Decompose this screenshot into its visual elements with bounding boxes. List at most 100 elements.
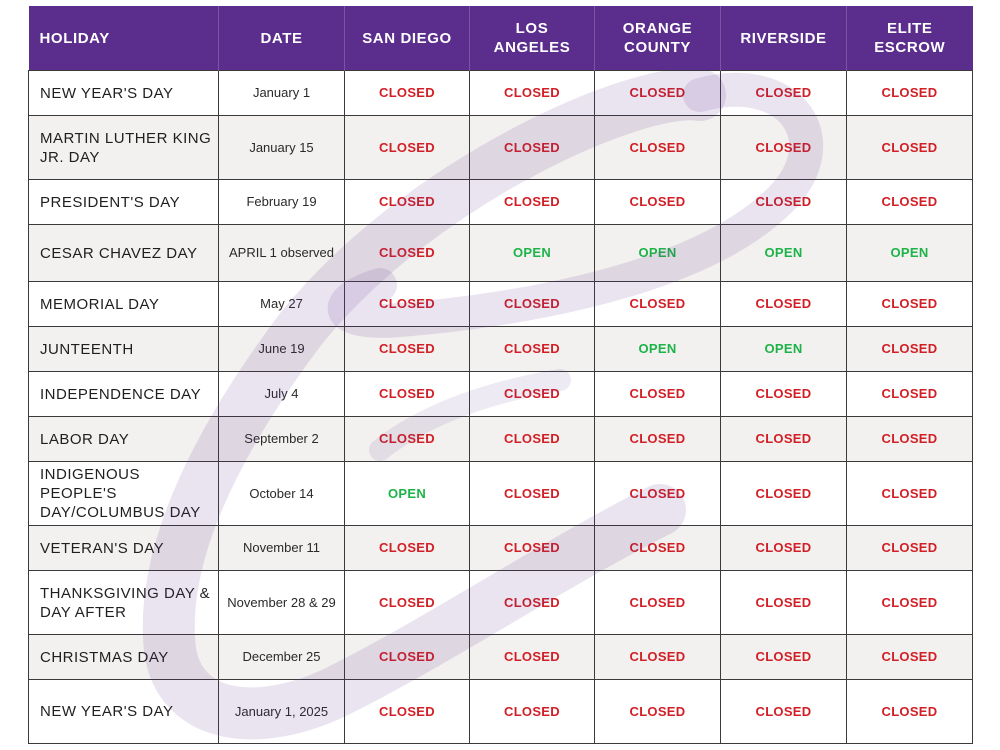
status-badge: CLOSED [379,540,435,555]
status-cell-los-angeles: CLOSED [469,115,595,180]
status-cell-los-angeles: CLOSED [469,679,595,744]
status-badge: CLOSED [504,485,560,501]
table-body: NEW YEAR'S DAY January 1 CLOSED CLOSED CLOSE… [28,70,973,744]
holiday-name-cell: NEW YEAR'S DAY [28,679,219,744]
status-cell-san-diego: CLOSED [344,179,470,225]
holiday-name-cell: PRESIDENT'S DAY [28,179,219,225]
status-cell-los-angeles: CLOSED [469,570,595,635]
table-header-row: HOLIDAY DATE SAN DIEGO LOS ANGELES ORANG… [28,6,973,71]
status-cell-san-diego: CLOSED [344,679,470,744]
status-cell-elite-escrow: CLOSED [846,115,973,180]
status-cell-orange-county: CLOSED [594,179,721,225]
column-header-san-diego: SAN DIEGO [344,6,470,71]
status-cell-riverside: CLOSED [720,179,847,225]
status-badge: OPEN [890,245,929,260]
holiday-date-cell: June 19 [218,326,345,372]
status-badge: CLOSED [881,194,938,209]
status-badge: CLOSED [504,649,560,664]
status-badge: CLOSED [629,386,686,401]
holiday-date-cell: July 4 [218,371,345,417]
status-badge: OPEN [638,341,677,356]
status-cell-elite-escrow: CLOSED [846,679,973,744]
holiday-schedule-table: HOLIDAY DATE SAN DIEGO LOS ANGELES ORANG… [28,6,973,744]
status-cell-san-diego: CLOSED [344,224,470,282]
status-cell-elite-escrow: CLOSED [846,461,973,526]
status-badge: CLOSED [379,296,435,311]
holiday-date-cell: January 15 [218,115,345,180]
status-cell-los-angeles: CLOSED [469,179,595,225]
status-badge: CLOSED [755,296,812,311]
status-cell-orange-county: CLOSED [594,570,721,635]
status-badge: OPEN [764,341,803,356]
status-cell-elite-escrow: OPEN [846,224,973,282]
status-cell-elite-escrow: CLOSED [846,179,973,225]
status-badge: CLOSED [629,703,686,719]
status-badge: CLOSED [379,703,435,719]
table-row: CESAR CHAVEZ DAY APRIL 1 observed CLOSED OP… [28,224,973,282]
status-badge: CLOSED [379,594,435,610]
status-badge: CLOSED [755,386,812,401]
status-badge: CLOSED [881,649,938,664]
table-row: MARTIN LUTHER KING JR. DAY January 15 CLOS… [28,115,973,180]
status-cell-orange-county: CLOSED [594,461,721,526]
status-cell-elite-escrow: CLOSED [846,326,973,372]
holiday-name-cell: INDIGENOUS PEOPLE'S DAY/COLUMBUS DAY [28,461,219,526]
status-cell-riverside: CLOSED [720,115,847,180]
table-row: PRESIDENT'S DAY February 19 CLOSED CLOSED CL… [28,179,973,225]
status-cell-san-diego: CLOSED [344,371,470,417]
status-cell-orange-county: CLOSED [594,371,721,417]
status-cell-orange-county: CLOSED [594,525,721,571]
table-row: THANKSGIVING DAY & DAY AFTER November 28 … [28,570,973,635]
status-badge: CLOSED [629,85,686,100]
status-badge: CLOSED [504,431,560,446]
status-cell-riverside: CLOSED [720,281,847,327]
status-badge: CLOSED [504,386,560,401]
status-cell-san-diego: CLOSED [344,115,470,180]
status-badge: CLOSED [755,540,812,555]
status-cell-san-diego: CLOSED [344,281,470,327]
holiday-name-cell: LABOR DAY [28,416,219,462]
status-badge: CLOSED [504,85,560,100]
status-cell-san-diego: CLOSED [344,525,470,571]
holiday-name-cell: JUNTEENTH [28,326,219,372]
status-badge: CLOSED [755,194,812,209]
status-badge: CLOSED [755,485,812,501]
holiday-date-cell: May 27 [218,281,345,327]
status-badge: CLOSED [629,485,686,501]
table-row: MEMORIAL DAY May 27 CLOSED CLOSED CLOSED CLOS… [28,281,973,327]
status-cell-san-diego: CLOSED [344,570,470,635]
status-cell-los-angeles: CLOSED [469,525,595,571]
status-badge: CLOSED [881,703,938,719]
column-header-elite-escrow: ELITE ESCROW [846,6,973,71]
status-badge: CLOSED [629,594,686,610]
status-badge: CLOSED [629,431,686,446]
status-cell-orange-county: CLOSED [594,634,721,680]
status-badge: CLOSED [629,540,686,555]
column-header-riverside: RIVERSIDE [720,6,847,71]
table-row: LABOR DAY September 2 CLOSED CLOSED CLOSED CL… [28,416,973,462]
table-row: NEW YEAR'S DAY January 1, 2025 CLOSED CLOSE… [28,679,973,744]
status-cell-riverside: CLOSED [720,679,847,744]
table-row: CHRISTMAS DAY December 25 CLOSED CLOSED CLOS… [28,634,973,680]
status-badge: CLOSED [755,649,812,664]
status-cell-san-diego: CLOSED [344,634,470,680]
status-cell-riverside: CLOSED [720,634,847,680]
column-header-orange-county: ORANGE COUNTY [594,6,721,71]
status-badge: OPEN [638,245,677,260]
status-cell-los-angeles: CLOSED [469,634,595,680]
status-cell-orange-county: CLOSED [594,679,721,744]
holiday-name-cell: MARTIN LUTHER KING JR. DAY [28,115,219,180]
status-cell-orange-county: CLOSED [594,416,721,462]
status-badge: CLOSED [755,594,812,610]
status-cell-riverside: CLOSED [720,461,847,526]
status-badge: CLOSED [504,296,560,311]
holiday-name-cell: CHRISTMAS DAY [28,634,219,680]
status-badge: OPEN [512,245,552,260]
holiday-name-cell: CESAR CHAVEZ DAY [28,224,219,282]
status-cell-elite-escrow: CLOSED [846,371,973,417]
status-cell-orange-county: OPEN [594,224,721,282]
table-row: VETERAN'S DAY November 11 CLOSED CLOSED CLOS… [28,525,973,571]
status-badge: CLOSED [629,296,686,311]
status-cell-elite-escrow: CLOSED [846,416,973,462]
status-badge: OPEN [764,245,803,260]
